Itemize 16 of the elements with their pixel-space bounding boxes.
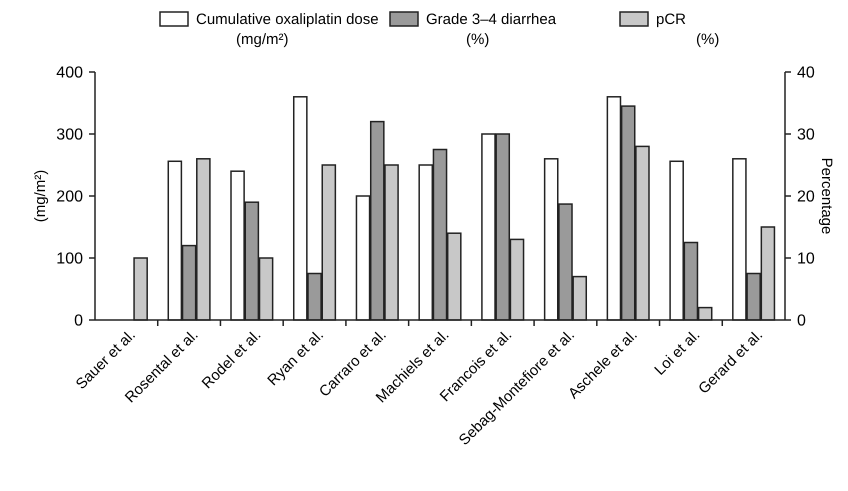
y2-axis-title: Percentage <box>818 158 835 234</box>
y2-tick-label: 20 <box>797 188 815 206</box>
x-tick-label: Loi et al. <box>651 326 704 379</box>
y-tick-label: 0 <box>74 312 84 330</box>
y-tick-label: 300 <box>56 126 84 144</box>
y2-tick-label: 10 <box>797 250 815 268</box>
legend-label: pCR (%) <box>656 11 720 48</box>
y-axis-title: (mg/m²) <box>32 170 49 222</box>
y-tick-label: 100 <box>56 250 84 268</box>
legend-label: Grade 3–4 diarrhea (%) <box>426 11 557 48</box>
y2-tick-label: 30 <box>797 126 815 144</box>
y-tick-label: 200 <box>56 188 84 206</box>
legend-label: Cumulative oxaliplatin dose (mg/m²) <box>196 11 379 48</box>
y-tick-label: 400 <box>56 64 84 82</box>
y2-tick-label: 0 <box>797 312 806 330</box>
y2-tick-label: 40 <box>797 64 815 82</box>
